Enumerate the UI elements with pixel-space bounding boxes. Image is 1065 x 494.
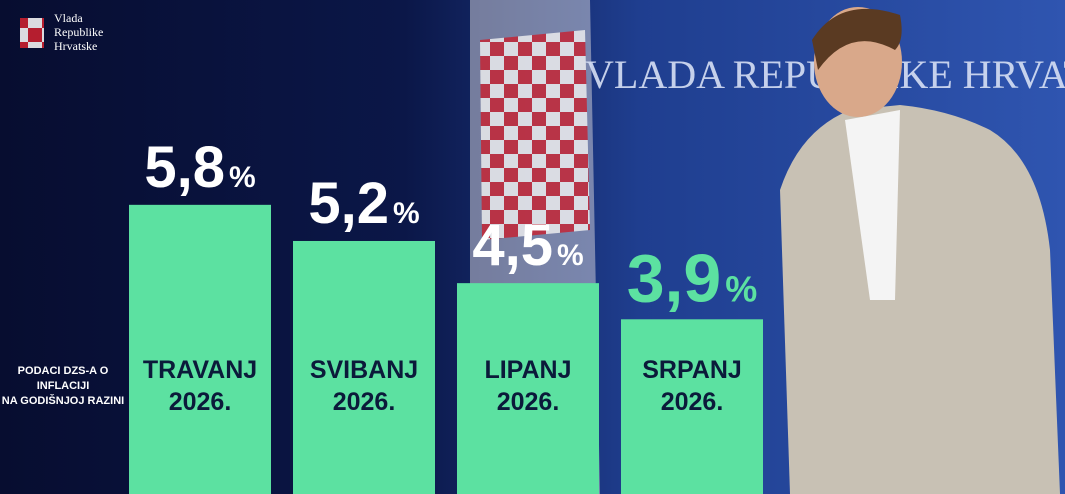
value-label: 4,5% — [472, 213, 583, 278]
value-label: 5,2% — [308, 171, 419, 236]
value-label: 3,9% — [627, 240, 758, 316]
person-shirt — [845, 110, 900, 300]
logo: Vlada Republike Hrvatske — [20, 11, 103, 53]
logo-text: Hrvatske — [54, 39, 97, 53]
flag-checkerboard — [480, 30, 590, 240]
value-label: 5,8% — [144, 135, 255, 200]
category-label: TRAVANJ 2026. — [143, 356, 257, 416]
bar — [457, 283, 599, 494]
note: NA GODIŠNJOJ RAZINI — [2, 394, 124, 407]
person-hair — [812, 8, 902, 70]
bar — [621, 319, 763, 494]
category-label: LIPANJ 2026. — [484, 356, 571, 416]
bar — [129, 204, 271, 494]
category-label: SVIBANJ 2026. — [310, 356, 418, 416]
logo-shield — [20, 18, 44, 48]
logo-text: Republike — [54, 25, 103, 39]
category-label: SRPANJ 2026. — [642, 356, 742, 416]
note: INFLACIJI — [37, 380, 90, 392]
note: PODACI DZS-A O — [18, 365, 109, 377]
bar — [293, 240, 435, 494]
logo-text: Vlada — [54, 11, 83, 25]
person — [780, 105, 1060, 494]
